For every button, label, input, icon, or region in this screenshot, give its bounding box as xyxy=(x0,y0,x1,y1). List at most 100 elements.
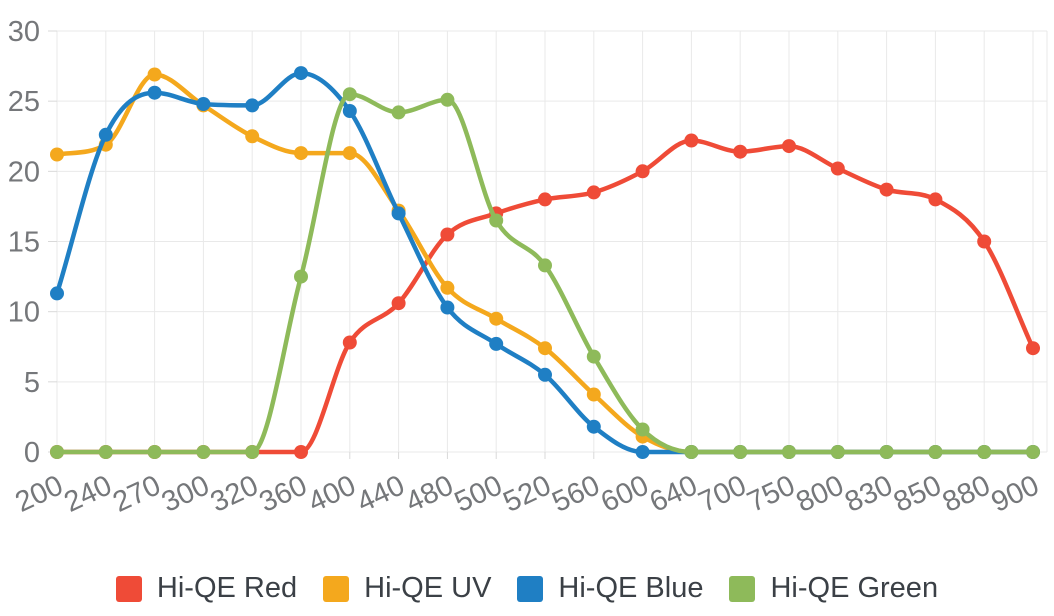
y-tick-label-0: 0 xyxy=(24,437,40,469)
point-hi-qe-blue-400[interactable] xyxy=(342,104,357,118)
x-tick-label-300: 300 xyxy=(157,469,214,518)
point-hi-qe-green-900[interactable] xyxy=(1026,445,1040,459)
point-hi-qe-red-700[interactable] xyxy=(733,144,748,159)
point-hi-qe-red-750[interactable] xyxy=(782,139,796,154)
point-hi-qe-uv-480[interactable] xyxy=(440,280,455,295)
point-hi-qe-blue-200[interactable] xyxy=(50,286,64,301)
point-hi-qe-blue-480[interactable] xyxy=(440,300,455,315)
axis-ticks xyxy=(48,30,1034,459)
x-tick-label-600: 600 xyxy=(596,469,653,518)
point-hi-qe-red-520[interactable] xyxy=(538,192,552,207)
legend-label-hi-qe-red: Hi-QE Red xyxy=(156,572,298,604)
point-hi-qe-green-850[interactable] xyxy=(928,445,943,459)
point-hi-qe-uv-320[interactable] xyxy=(245,129,260,144)
point-hi-qe-blue-560[interactable] xyxy=(586,419,601,434)
x-tick-label-200: 200 xyxy=(11,469,68,518)
point-hi-qe-red-400[interactable] xyxy=(342,335,357,350)
point-hi-qe-blue-600[interactable] xyxy=(635,445,650,459)
x-tick-label-270: 270 xyxy=(108,469,165,518)
point-hi-qe-green-700[interactable] xyxy=(733,445,748,459)
y-tick-label-10: 10 xyxy=(8,297,40,329)
x-tick-label-520: 520 xyxy=(499,469,556,518)
legend-item-hi-qe-red[interactable]: Hi-QE Red xyxy=(115,572,298,604)
point-hi-qe-green-400[interactable] xyxy=(342,87,357,102)
grid xyxy=(56,30,1048,453)
point-hi-qe-blue-360[interactable] xyxy=(294,66,308,81)
legend-item-hi-qe-green[interactable]: Hi-QE Green xyxy=(729,574,938,603)
point-hi-qe-blue-440[interactable] xyxy=(391,206,406,221)
point-hi-qe-green-320[interactable] xyxy=(245,445,260,459)
point-hi-qe-green-240[interactable] xyxy=(98,445,113,459)
point-hi-qe-uv-200[interactable] xyxy=(50,147,64,162)
legend-swatch-hi-qe-blue xyxy=(517,575,544,602)
x-tick-label-800: 800 xyxy=(791,469,848,518)
x-tick-label-240: 240 xyxy=(59,469,116,518)
point-hi-qe-blue-320[interactable] xyxy=(245,98,260,113)
point-hi-qe-green-300[interactable] xyxy=(196,445,211,459)
x-tick-label-750: 750 xyxy=(743,469,800,518)
x-tick-label-320: 320 xyxy=(206,469,263,518)
y-tick-label-15: 15 xyxy=(8,227,40,259)
point-hi-qe-uv-500[interactable] xyxy=(489,311,504,326)
legend-swatch-hi-qe-green xyxy=(729,575,756,602)
point-hi-qe-green-750[interactable] xyxy=(782,445,796,459)
y-axis-labels: 0 5 10 15 20 25 30 xyxy=(8,16,40,469)
x-tick-label-700: 700 xyxy=(694,469,751,518)
series-hi-qe-green xyxy=(50,87,1040,459)
y-tick-label-5: 5 xyxy=(24,367,40,399)
point-hi-qe-green-520[interactable] xyxy=(538,258,552,273)
x-tick-label-440: 440 xyxy=(352,469,409,518)
legend-label-hi-qe-uv: Hi-QE UV xyxy=(364,572,492,604)
point-hi-qe-green-270[interactable] xyxy=(147,445,162,459)
x-tick-label-830: 830 xyxy=(840,469,897,518)
point-hi-qe-green-360[interactable] xyxy=(294,269,308,284)
x-tick-label-400: 400 xyxy=(303,469,360,518)
point-hi-qe-green-600[interactable] xyxy=(635,422,650,437)
point-hi-qe-blue-500[interactable] xyxy=(489,336,504,351)
point-hi-qe-green-440[interactable] xyxy=(391,105,406,120)
point-hi-qe-green-830[interactable] xyxy=(879,445,894,459)
point-hi-qe-uv-520[interactable] xyxy=(538,341,552,356)
point-hi-qe-green-560[interactable] xyxy=(586,349,601,364)
point-hi-qe-uv-400[interactable] xyxy=(342,146,357,161)
x-tick-label-640: 640 xyxy=(645,469,702,518)
point-hi-qe-red-600[interactable] xyxy=(635,164,650,179)
point-hi-qe-green-880[interactable] xyxy=(977,445,992,459)
point-hi-qe-red-440[interactable] xyxy=(391,296,406,311)
legend-label-hi-qe-blue: Hi-QE Blue xyxy=(558,572,704,604)
x-tick-label-480: 480 xyxy=(401,469,458,518)
point-hi-qe-red-360[interactable] xyxy=(294,445,308,459)
point-hi-qe-red-480[interactable] xyxy=(440,227,455,242)
point-hi-qe-red-830[interactable] xyxy=(879,182,894,197)
point-hi-qe-green-480[interactable] xyxy=(440,92,455,107)
point-hi-qe-red-880[interactable] xyxy=(977,234,992,249)
point-hi-qe-uv-360[interactable] xyxy=(294,146,308,161)
point-hi-qe-uv-560[interactable] xyxy=(586,387,601,402)
y-tick-label-20: 20 xyxy=(8,156,40,188)
point-hi-qe-red-900[interactable] xyxy=(1026,341,1040,356)
point-hi-qe-blue-520[interactable] xyxy=(538,367,552,382)
point-hi-qe-blue-300[interactable] xyxy=(196,97,211,111)
point-hi-qe-blue-270[interactable] xyxy=(147,85,162,100)
legend-item-hi-qe-uv[interactable]: Hi-QE UV xyxy=(323,574,491,603)
point-hi-qe-uv-270[interactable] xyxy=(147,67,162,82)
chart-legend: Hi-QE Red Hi-QE UV Hi-QE Blue Hi-QE Green xyxy=(0,574,1054,603)
x-tick-label-900: 900 xyxy=(987,469,1044,518)
point-hi-qe-green-800[interactable] xyxy=(830,445,845,459)
point-hi-qe-red-560[interactable] xyxy=(586,185,601,200)
x-axis-labels: 2002402703003203604004404805005205606006… xyxy=(11,469,1044,518)
legend-swatch-hi-qe-uv xyxy=(323,575,350,602)
legend-label-hi-qe-green: Hi-QE Green xyxy=(770,572,939,604)
point-hi-qe-red-850[interactable] xyxy=(928,192,943,207)
point-hi-qe-red-640[interactable] xyxy=(684,133,699,148)
point-hi-qe-green-500[interactable] xyxy=(489,213,504,228)
point-hi-qe-red-800[interactable] xyxy=(830,161,845,176)
legend-item-hi-qe-blue[interactable]: Hi-QE Blue xyxy=(517,574,703,603)
point-hi-qe-green-200[interactable] xyxy=(50,445,64,459)
x-tick-label-880: 880 xyxy=(938,469,995,518)
x-tick-label-560: 560 xyxy=(547,469,604,518)
qe-line-chart: 0510152025302002402703003203604004404805… xyxy=(8,16,1048,519)
point-hi-qe-blue-240[interactable] xyxy=(98,127,113,142)
point-hi-qe-green-640[interactable] xyxy=(684,445,699,459)
